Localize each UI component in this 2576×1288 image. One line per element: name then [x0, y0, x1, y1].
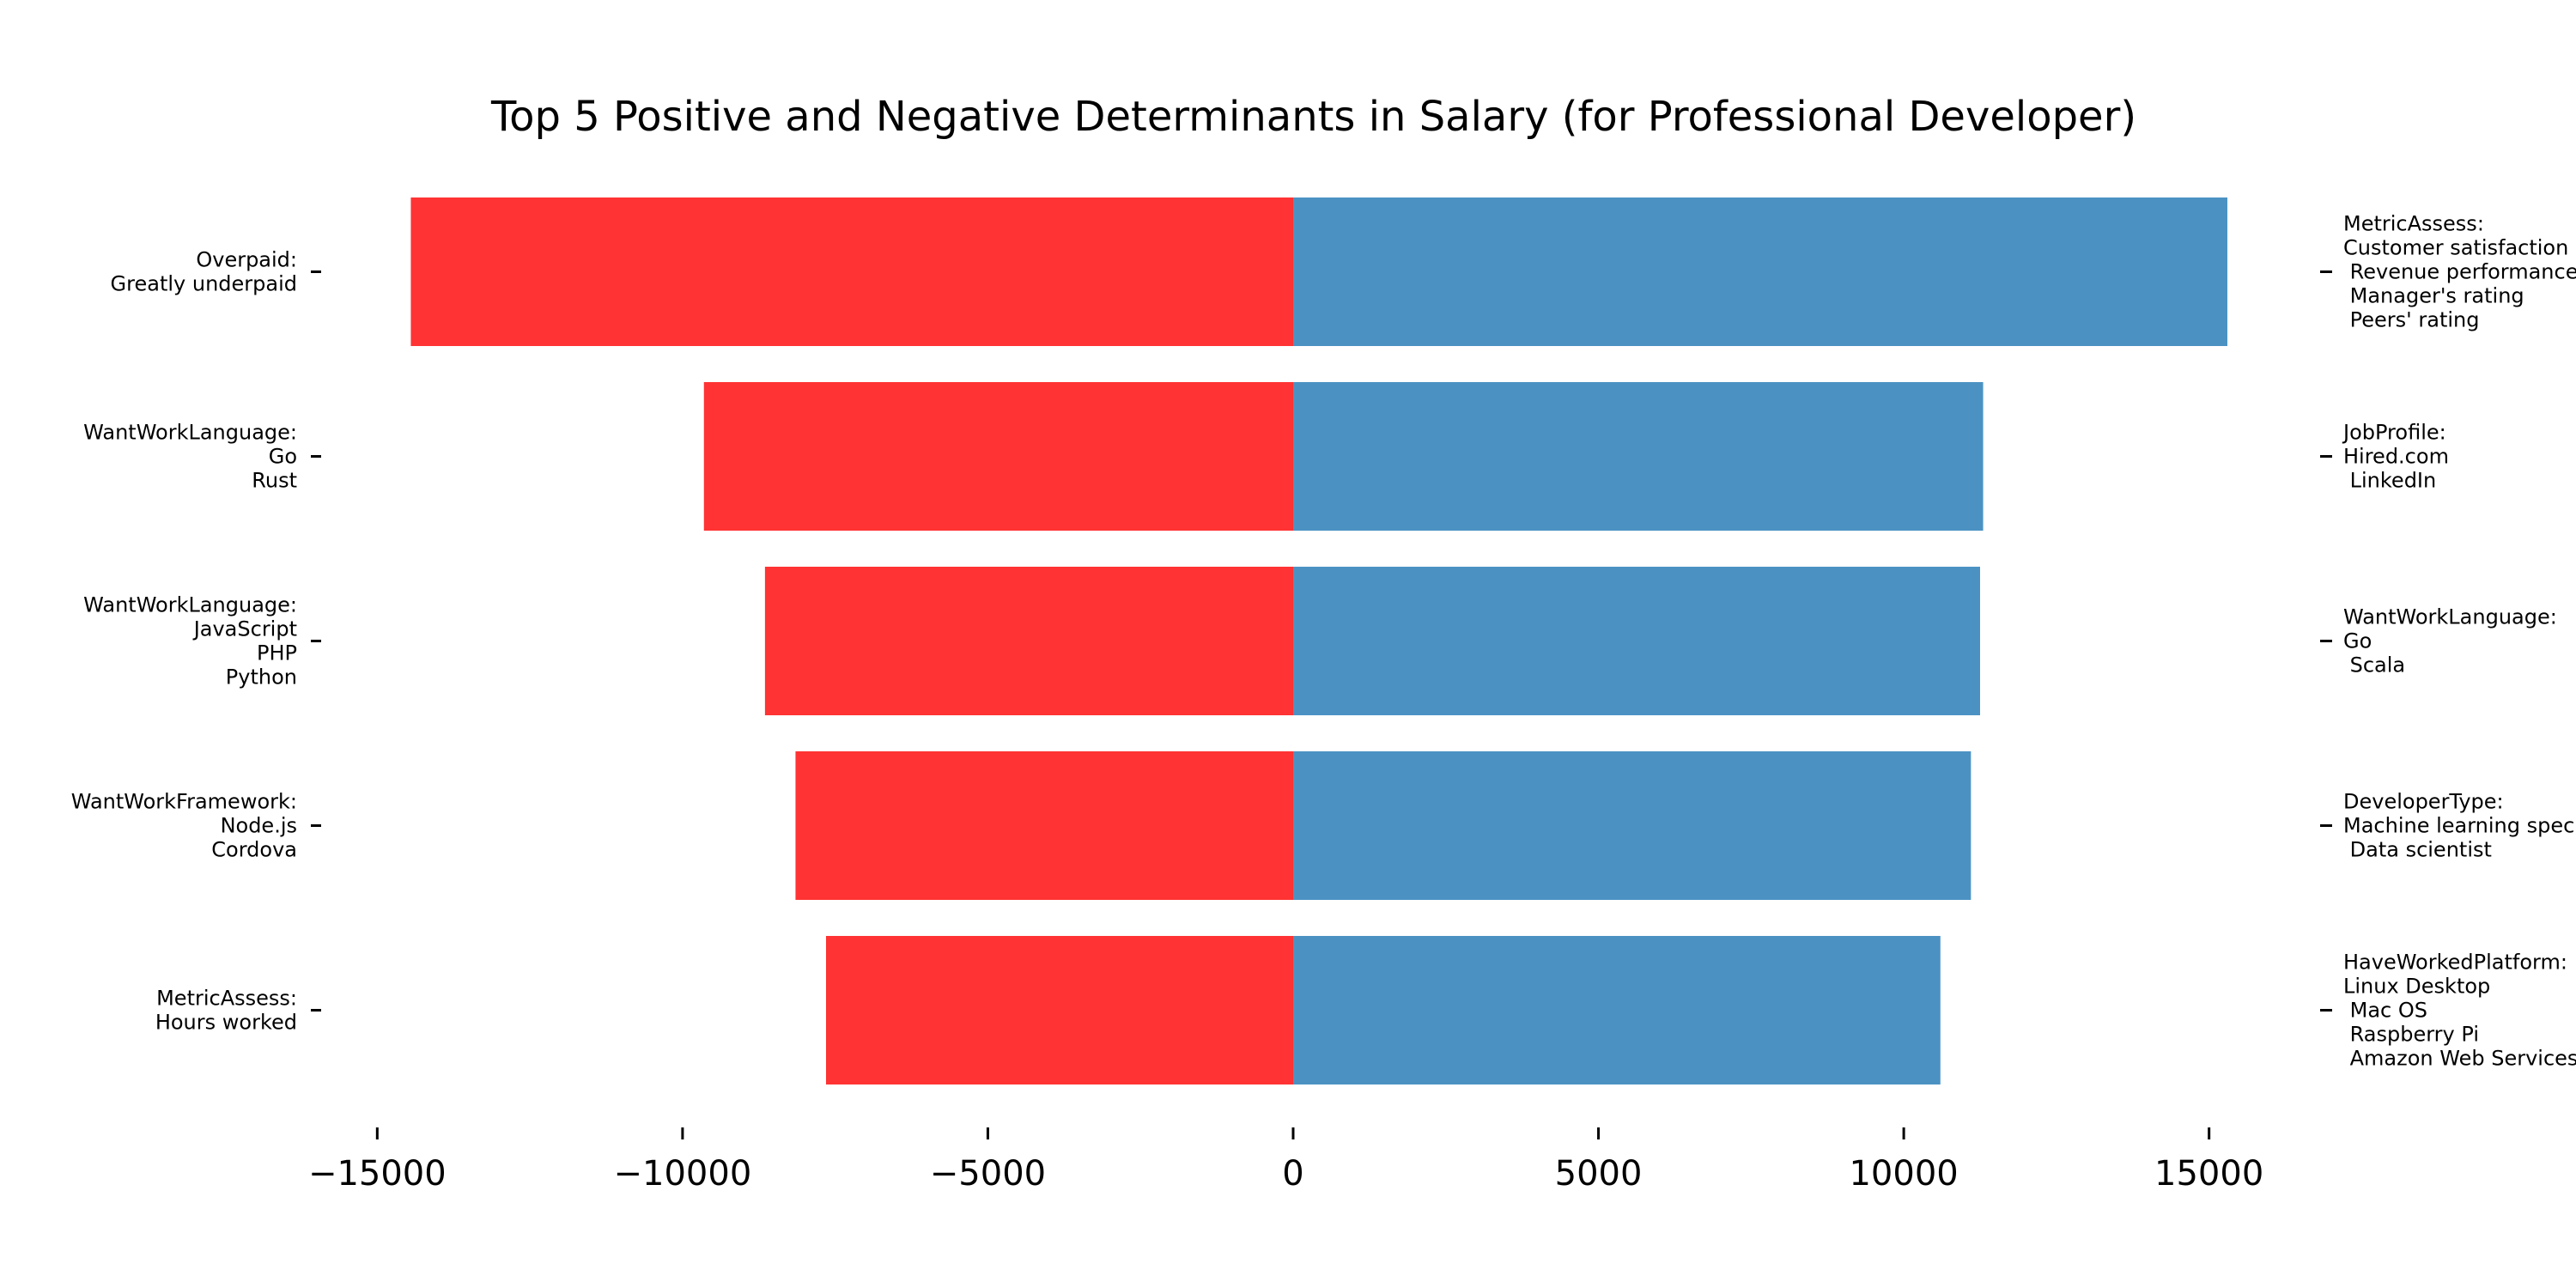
x-tick-label: 15000: [2154, 1154, 2263, 1194]
negative-category-label-3: WantWorkLanguage: JavaScript PHP Python: [83, 593, 297, 690]
x-tick-label: −15000: [308, 1154, 447, 1194]
negative-category-label-2: WantWorkLanguage: Go Rust: [83, 421, 297, 493]
x-tick-label: 10000: [1849, 1154, 1958, 1194]
positive-bar-5: [1293, 936, 1941, 1084]
negative-bar-4: [795, 751, 1293, 900]
positive-category-label-1: MetricAssess: Customer satisfaction Reven…: [2343, 212, 2576, 332]
x-tick-label: 0: [1282, 1154, 1303, 1194]
negative-category-label-5: MetricAssess: Hours worked: [155, 987, 297, 1035]
positive-bar-3: [1293, 567, 1980, 715]
negative-category-label-4: WantWorkFramework: Node.js Cordova: [71, 790, 297, 862]
bars-group: [410, 197, 2227, 1084]
positive-category-label-4: DeveloperType:Machine learning specialis…: [2343, 790, 2576, 862]
chart-title: Top 5 Positive and Negative Determinants…: [490, 93, 2136, 141]
positive-category-label-5: HaveWorkedPlatform: Linux Desktop Mac OS …: [2343, 951, 2576, 1071]
negative-bar-2: [703, 382, 1293, 531]
positive-bar-2: [1293, 382, 1984, 531]
negative-category-label-1: Overpaid: Greatly underpaid: [111, 248, 297, 296]
x-tick-label: −5000: [930, 1154, 1046, 1194]
positive-bar-1: [1293, 197, 2227, 346]
negative-bar-5: [826, 936, 1293, 1084]
x-tick-label: −10000: [614, 1154, 752, 1194]
negative-bar-1: [410, 197, 1293, 346]
x-tick-label: 5000: [1555, 1154, 1643, 1194]
left-category-labels: Overpaid: Greatly underpaid WantWorkLangua…: [71, 248, 321, 1035]
negative-bar-3: [764, 567, 1293, 715]
positive-category-label-3: WantWorkLanguage: Go Scala: [2343, 605, 2557, 677]
x-axis: −15000 −10000 −5000 0 5000 10000 15000: [308, 1127, 2263, 1194]
positive-category-label-2: JobProfile: Hired.com LinkedIn: [2342, 421, 2449, 493]
positive-bar-4: [1293, 751, 1971, 900]
right-category-labels: MetricAssess: Customer satisfaction Reven…: [2320, 212, 2576, 1071]
